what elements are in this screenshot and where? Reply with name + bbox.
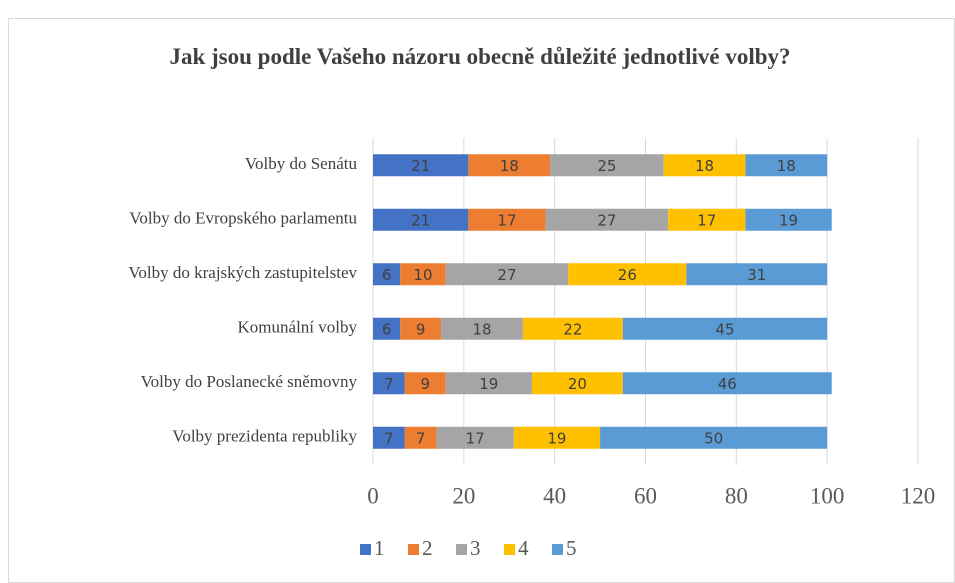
- bar-segment: [622, 317, 828, 340]
- legend-swatch: [360, 544, 371, 555]
- x-tick-label: 20: [452, 483, 475, 508]
- bar-segment: [622, 372, 832, 395]
- bar-segment: [445, 263, 569, 286]
- data-label: 18: [500, 157, 519, 175]
- data-label: 26: [618, 266, 637, 284]
- bar-segment: [436, 426, 514, 449]
- bar-segment: [513, 426, 601, 449]
- legend-label: 3: [470, 536, 481, 560]
- y-tick-label: Komunální volby: [238, 318, 358, 337]
- bar-segment: [468, 208, 546, 231]
- data-label: 22: [563, 320, 582, 338]
- data-label: 17: [697, 211, 716, 229]
- data-label: 19: [779, 211, 798, 229]
- bar-segment: [668, 208, 746, 231]
- x-tick-label: 120: [901, 483, 936, 508]
- bar-segment: [373, 263, 401, 286]
- bar-segment: [663, 154, 746, 177]
- bar-segment: [373, 317, 401, 340]
- data-label: 6: [382, 266, 392, 284]
- legend-label: 1: [374, 536, 385, 560]
- bar-segment: [522, 317, 623, 340]
- bar-segment: [373, 208, 469, 231]
- x-tick-label: 40: [543, 483, 566, 508]
- data-label: 50: [704, 429, 723, 447]
- bar-segment: [404, 426, 437, 449]
- bar-segment: [373, 372, 405, 395]
- x-tick-label: 0: [367, 483, 379, 508]
- x-tick-label: 80: [725, 483, 748, 508]
- data-label: 17: [497, 211, 516, 229]
- legend-label: 2: [422, 536, 433, 560]
- data-label: 45: [715, 320, 734, 338]
- legend-swatch: [504, 544, 515, 555]
- data-label: 9: [420, 375, 430, 393]
- y-tick-label: Volby do krajských zastupitelstev: [128, 263, 357, 282]
- bar-segment: [373, 154, 469, 177]
- data-label: 21: [411, 211, 430, 229]
- bar-segment: [745, 208, 832, 231]
- bar-segment: [373, 426, 405, 449]
- data-label: 7: [416, 429, 426, 447]
- x-tick-label: 100: [810, 483, 845, 508]
- data-label: 19: [479, 375, 498, 393]
- bar-segment: [600, 426, 828, 449]
- y-tick-label: Volby do Senátu: [245, 154, 358, 173]
- data-label: 10: [413, 266, 432, 284]
- bar-segment: [404, 372, 446, 395]
- bar-segment: [400, 317, 442, 340]
- bar-segment: [545, 208, 669, 231]
- data-label: 18: [472, 320, 491, 338]
- bar-segment: [441, 317, 523, 340]
- bar-segment: [531, 372, 623, 395]
- legend-swatch: [408, 544, 419, 555]
- data-label: 25: [597, 157, 616, 175]
- data-label: 17: [466, 429, 485, 447]
- bar-segment: [400, 263, 446, 286]
- x-tick-label: 60: [634, 483, 657, 508]
- data-label: 7: [384, 375, 394, 393]
- legend-swatch: [456, 544, 467, 555]
- legend-label: 4: [518, 536, 529, 560]
- data-label: 7: [384, 429, 394, 447]
- data-label: 21: [411, 157, 430, 175]
- data-label: 18: [777, 157, 796, 175]
- data-label: 9: [416, 320, 426, 338]
- chart-title: Jak jsou podle Vašeho názoru obecně důle…: [169, 44, 791, 69]
- bar-segment: [568, 263, 687, 286]
- legend-swatch: [552, 544, 563, 555]
- data-label: 27: [597, 211, 616, 229]
- bar-segment: [445, 372, 532, 395]
- data-label: 18: [695, 157, 714, 175]
- bar-segment: [686, 263, 828, 286]
- bar-segment: [745, 154, 828, 177]
- bar-segment: [468, 154, 551, 177]
- data-label: 6: [382, 320, 392, 338]
- y-tick-label: Volby prezidenta republiky: [172, 427, 357, 446]
- data-label: 20: [568, 375, 587, 393]
- data-label: 27: [497, 266, 516, 284]
- data-label: 19: [547, 429, 566, 447]
- y-tick-label: Volby do Evropského parlamentu: [129, 209, 357, 228]
- data-label: 46: [718, 375, 737, 393]
- bar-segment: [550, 154, 664, 177]
- data-label: 31: [747, 266, 766, 284]
- y-tick-label: Volby do Poslanecké sněmovny: [141, 372, 358, 391]
- legend-label: 5: [566, 536, 577, 560]
